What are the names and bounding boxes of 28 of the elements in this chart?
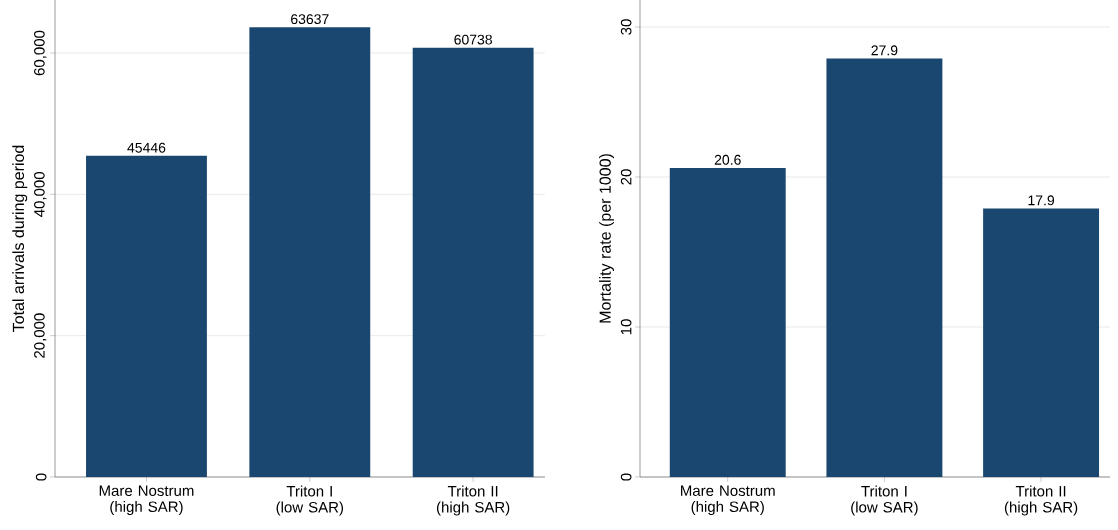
- x-tick-label: Triton I (low SAR): [851, 485, 918, 516]
- x-tick-label: Mare Nostrum (high SAR): [681, 485, 775, 515]
- x-tick-label: Triton II (high SAR): [1004, 485, 1078, 516]
- data-label: 27.9: [871, 45, 898, 56]
- data-label: 17.9: [1028, 195, 1055, 206]
- y-tick-label: 0: [35, 473, 47, 481]
- x-tick-label: Triton II (high SAR): [436, 485, 510, 516]
- bar: [826, 58, 943, 477]
- bar: [669, 167, 786, 477]
- y-axis-title: Total arrivals during period: [12, 145, 28, 332]
- data-label: 20.6: [714, 154, 741, 165]
- y-tick-label: 60,000: [34, 30, 47, 76]
- y-tick-label: 40,000: [34, 171, 47, 217]
- bar: [249, 27, 371, 477]
- data-label: 60738: [454, 34, 492, 45]
- y-tick-label: 20,000: [34, 313, 47, 358]
- y-tick-label: 0: [620, 473, 632, 481]
- bar: [412, 47, 534, 477]
- data-label: 63637: [291, 14, 329, 25]
- bar: [983, 208, 1100, 477]
- bar: [86, 155, 207, 477]
- data-label: 45446: [127, 142, 166, 153]
- y-axis-title: Mortality rate (per 1000): [599, 154, 614, 323]
- x-tick-label: Triton I (low SAR): [276, 485, 344, 516]
- y-tick-label: 10: [620, 319, 632, 335]
- y-tick-label: 30: [620, 19, 632, 35]
- y-tick-label: 20: [620, 169, 632, 185]
- x-tick-label: Mare Nostrum (high SAR): [99, 485, 194, 515]
